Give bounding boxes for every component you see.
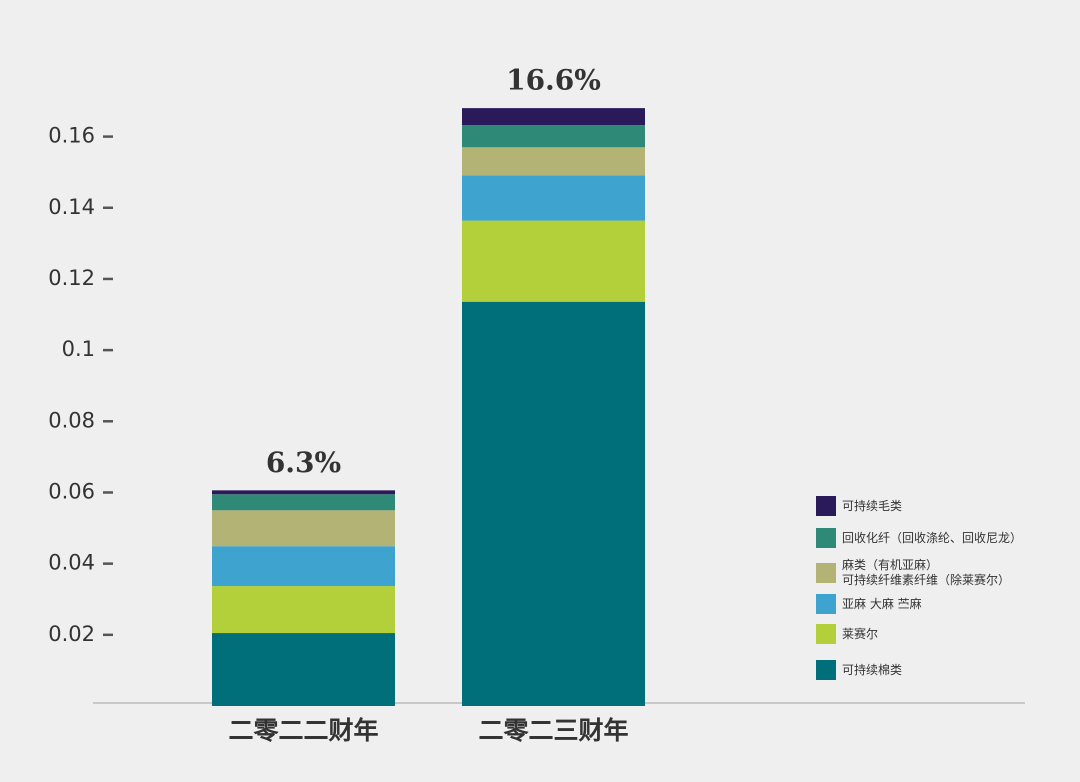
- y-tick-label: 0.1: [62, 337, 95, 361]
- y-tick-label: 0.16: [48, 124, 95, 148]
- legend-item: 亚麻 大麻 苎麻: [816, 594, 922, 614]
- bar-segment: [212, 633, 395, 706]
- legend-label: 麻类（有机亚麻） 可持续纤维素纤维（除莱赛尔）: [842, 558, 1011, 587]
- legend-item: 可持续毛类: [816, 496, 902, 516]
- legend-swatch: [816, 496, 836, 516]
- bar-segment: [212, 494, 395, 511]
- y-tick-label: 0.06: [48, 479, 95, 503]
- legend-label: 回收化纤（回收涤纶、回收尼龙）: [842, 530, 1023, 545]
- legend-item: 回收化纤（回收涤纶、回收尼龙）: [816, 528, 1022, 548]
- legend-swatch: [816, 563, 836, 583]
- legend-swatch: [816, 660, 836, 680]
- bar-segment: [212, 586, 395, 634]
- bar-segment: [462, 220, 645, 302]
- bar-segment: [462, 301, 645, 706]
- total-label: 6.3%: [266, 446, 341, 479]
- y-tick-label: 0.08: [48, 408, 95, 432]
- legend-label: 亚麻 大麻 苎麻: [842, 596, 922, 611]
- legend-swatch: [816, 528, 836, 548]
- x-tick-label: 二零二三财年: [478, 716, 628, 745]
- bar-segment: [462, 125, 645, 148]
- y-tick-label: 0.02: [48, 622, 95, 646]
- x-tick-label: 二零二二财年: [228, 716, 378, 745]
- legend-label: 莱赛尔: [842, 626, 879, 641]
- legend-item: 莱赛尔: [816, 624, 878, 644]
- total-label: 16.6%: [506, 64, 601, 97]
- bar-segment: [462, 147, 645, 176]
- legend-item: 可持续棉类: [816, 660, 902, 680]
- y-tick-label: 0.04: [48, 551, 95, 575]
- legend-label: 可持续毛类: [842, 498, 903, 513]
- y-tick-label: 0.12: [48, 266, 95, 290]
- legend-label: 可持续棉类: [842, 662, 903, 677]
- legend-swatch: [816, 624, 836, 644]
- bar-segment: [462, 108, 645, 126]
- bar-segment: [212, 546, 395, 587]
- bar-segment: [462, 175, 645, 221]
- y-tick-label: 0.14: [48, 195, 95, 219]
- legend-item: 麻类（有机亚麻） 可持续纤维素纤维（除莱赛尔）: [816, 558, 1010, 588]
- bar-segment: [212, 510, 395, 547]
- bar-segment: [212, 490, 395, 495]
- legend-swatch: [816, 594, 836, 614]
